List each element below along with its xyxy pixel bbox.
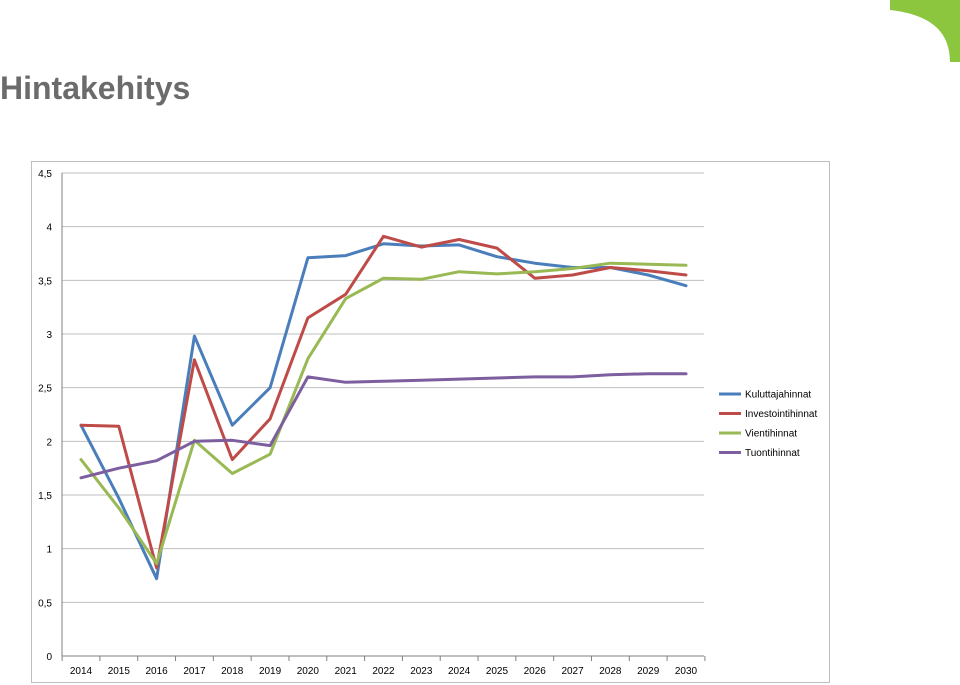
legend-label: Investointihinnat: [745, 409, 817, 420]
page-title: Hintakehitys: [0, 70, 191, 106]
x-tick-label: 2026: [524, 666, 547, 677]
x-tick-label: 2029: [637, 666, 660, 677]
x-tick-label: 2021: [335, 666, 358, 677]
y-tick-labels: 0 0,5 1 1,5 2 2,5 3 3,5 4 4,5: [38, 169, 52, 663]
legend: Kuluttajahinnat Investointihinnat Vientihi…: [719, 390, 817, 459]
axes: [61, 173, 706, 661]
legend-label: Kuluttajahinnat: [745, 390, 811, 401]
series-line-kuluttajahinnat: [79, 242, 688, 581]
x-tick-label: 2015: [108, 666, 131, 677]
x-tick-label: 2024: [448, 666, 471, 677]
y-tick-label: 2: [46, 437, 52, 448]
y-tick-label: 3: [46, 330, 52, 341]
legend-label: Tuontihinnat: [745, 448, 800, 459]
x-tick-label: 2027: [561, 666, 584, 677]
y-tick-label: 0: [46, 652, 52, 663]
legend-label: Vientihinnat: [745, 429, 797, 440]
series-lines: [79, 234, 688, 581]
chart-frame: [31, 161, 830, 683]
x-tick-label: 2030: [675, 666, 698, 677]
x-tick-label: 2022: [372, 666, 395, 677]
y-tick-label: 0,5: [38, 598, 52, 609]
y-tick-label: 1,5: [38, 491, 52, 502]
brand-corner-logo: [890, 0, 960, 62]
x-tick-label: 2019: [259, 666, 282, 677]
x-tick-label: 2023: [410, 666, 433, 677]
x-tick-label: 2018: [221, 666, 244, 677]
y-tick-label: 3,5: [38, 276, 52, 287]
x-tick-label: 2016: [146, 666, 169, 677]
series-line-vientihinnat: [79, 261, 688, 566]
x-tick-label: 2020: [297, 666, 320, 677]
x-tick-label: 2017: [183, 666, 206, 677]
y-tick-label: 4: [46, 223, 52, 234]
x-tick-label: 2028: [599, 666, 622, 677]
x-tick-label: 2025: [486, 666, 509, 677]
x-tick-labels: 2014 2015 2016 2017 2018 2019 2020 2021 2022 2023…: [70, 666, 698, 677]
series-line-investointihinnat: [79, 234, 688, 570]
x-tick-label: 2014: [70, 666, 93, 677]
y-tick-label: 4,5: [38, 169, 52, 180]
y-tick-label: 2,5: [38, 384, 52, 395]
series-line-tuontihinnat: [79, 372, 688, 480]
y-tick-label: 1: [46, 545, 52, 556]
